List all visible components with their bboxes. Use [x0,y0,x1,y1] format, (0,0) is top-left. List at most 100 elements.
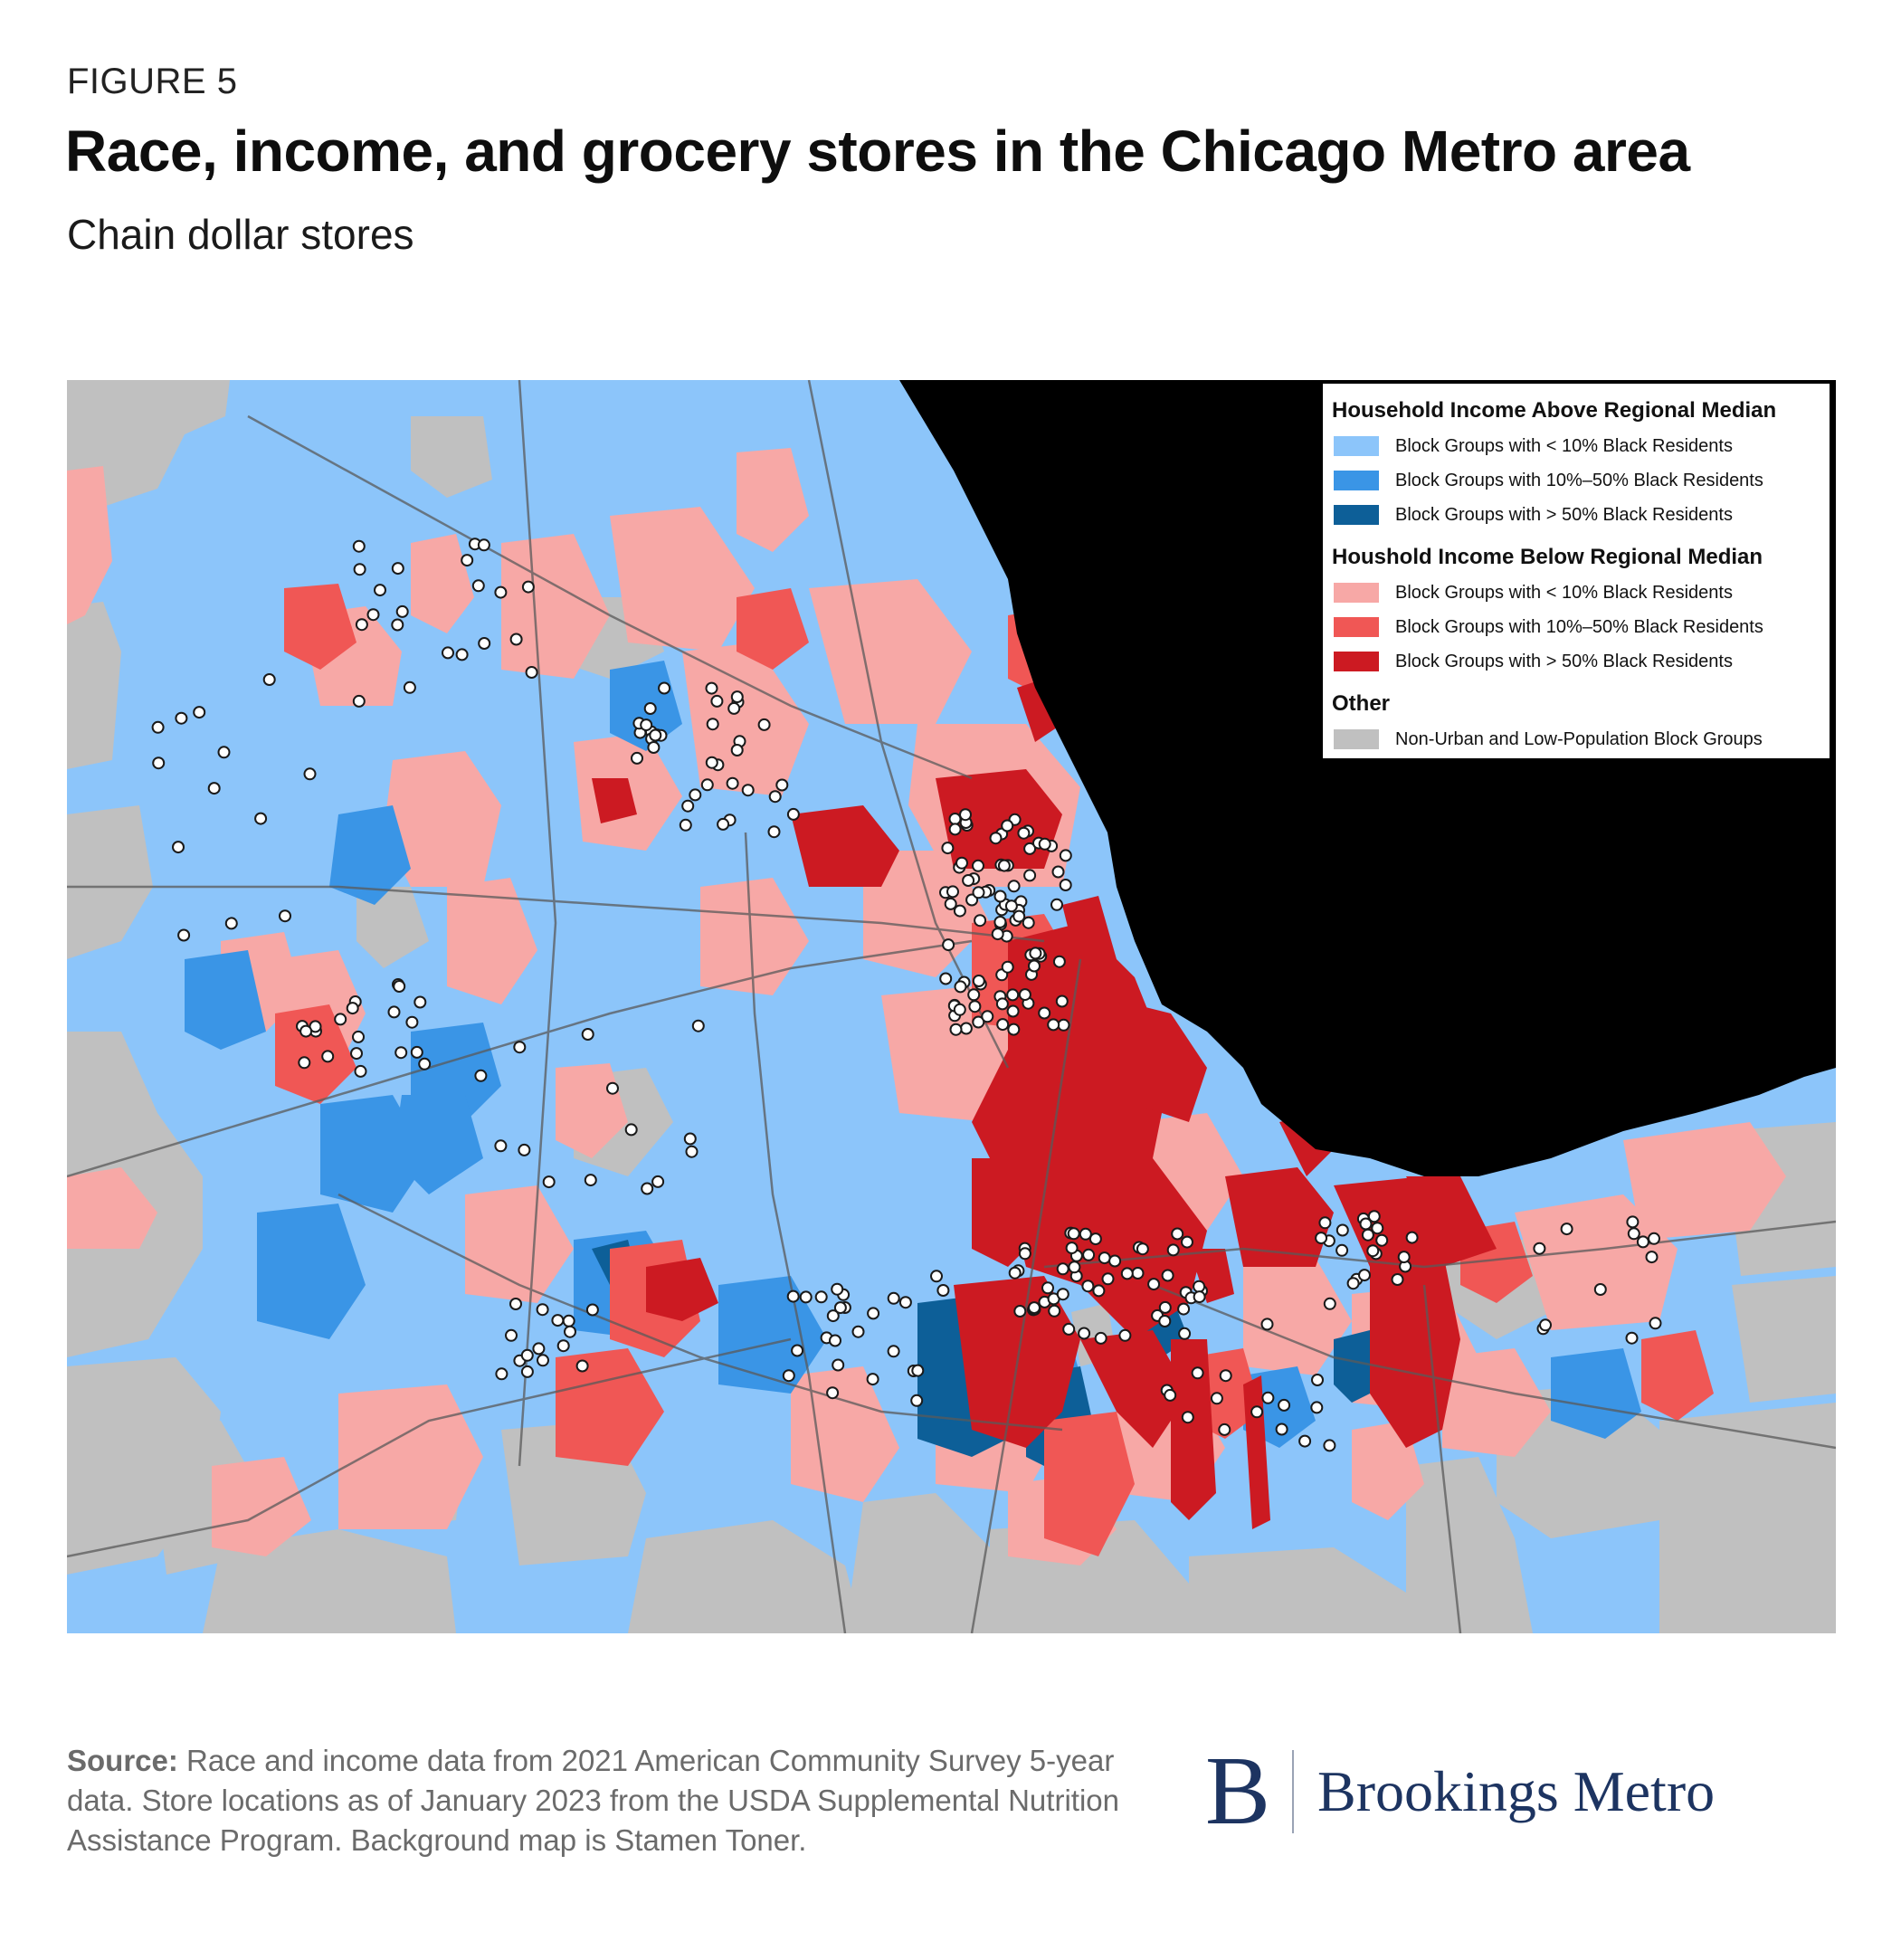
gray-area [845,1493,990,1633]
source-label: Source: [67,1744,178,1777]
legend-label: Non-Urban and Low-Population Block Group… [1395,728,1763,749]
store-marker [949,1023,963,1036]
store-marker [1260,1318,1274,1331]
store-marker [1007,880,1021,893]
store-marker [887,1345,900,1358]
store-marker [410,1045,423,1059]
store-marker [757,718,771,731]
store-marker [477,538,490,552]
store-marker [494,585,508,599]
store-marker [525,666,538,679]
store-marker [1359,1217,1373,1231]
store-marker [1275,1422,1288,1436]
store-marker [520,1348,534,1362]
store-marker [355,618,368,632]
store-marker [584,1174,597,1187]
store-marker [995,997,1009,1011]
store-marker [1361,1228,1374,1242]
store-marker [946,885,959,899]
legend-label: Block Groups with 10%–50% Black Resident… [1395,616,1763,637]
store-marker [1048,1304,1061,1318]
store-marker [1052,955,1066,968]
pink-area [1243,1258,1352,1375]
blue-area [393,1095,483,1194]
road-network [67,380,1836,1633]
gray-area [1406,1457,1533,1633]
store-marker [509,1298,522,1310]
store-marker [1367,1210,1381,1223]
store-marker [1636,1235,1649,1249]
store-marker [1059,879,1072,891]
store-marker [606,1081,619,1095]
legend-swatch [1334,583,1379,603]
store-marker [647,741,661,754]
road [67,885,1045,943]
store-marker [1038,1006,1051,1020]
store-marker [1323,1297,1336,1310]
store-marker [387,1005,401,1019]
store-marker [1062,1322,1076,1336]
road [518,380,557,1467]
store-marker [1056,1288,1069,1301]
store-marker [1022,916,1035,929]
store-marker [1118,1328,1132,1342]
store-marker [624,1123,638,1137]
store-marker [321,1050,335,1063]
store-marker [217,746,231,759]
store-marker [993,916,1007,928]
store-marker [911,1364,925,1377]
store-marker [826,1309,840,1323]
darkred-area [1080,1330,1189,1448]
darkred-area [972,1158,1044,1267]
pink-area [791,1366,899,1502]
store-marker [953,904,966,918]
pink-area [610,507,755,652]
blue-area [718,1276,827,1394]
store-marker [1038,837,1051,851]
store-marker [403,680,416,694]
store-marker [177,928,191,942]
store-marker [974,914,987,928]
store-marker [1318,1216,1332,1230]
store-marker [1001,960,1014,974]
store-marker [1310,1401,1324,1414]
pink-area [212,1457,311,1556]
store-marker [954,980,967,994]
legend-section-below: Houshold Income Below Regional Median Bl… [1332,545,1830,679]
store-marker [1006,1004,1020,1018]
store-marker [1278,1398,1291,1412]
store-marker [471,579,485,593]
legend-item: Non-Urban and Low-Population Block Group… [1332,722,1830,756]
store-marker [1018,1247,1031,1261]
store-marker [455,648,469,661]
store-marker [658,681,671,695]
store-marker [413,995,427,1009]
legend-section-title: Other [1332,691,1391,716]
store-marker [691,1019,705,1032]
darkred-area [1017,679,1062,742]
store-marker [726,776,739,790]
store-marker [727,701,741,715]
store-marker [972,1015,985,1029]
figure-subtitle: Chain dollar stores [67,211,414,258]
store-marker [556,1339,570,1353]
darkred-area [1171,1339,1216,1520]
store-marker [518,1143,531,1156]
store-marker [352,694,366,708]
legend-item: Block Groups with > 50% Black Residents [1332,498,1830,532]
store-marker [350,1047,363,1061]
blue-area [1551,1348,1641,1439]
store-marker [1171,1227,1184,1241]
store-marker [1298,1434,1312,1448]
store-marker [1081,1280,1095,1293]
gray-area [356,887,429,968]
pink-area [338,1384,483,1529]
store-marker [989,832,1003,845]
store-marker [962,874,975,887]
store-marker [395,604,409,618]
store-marker [1047,1018,1060,1032]
red-area [1641,1330,1714,1421]
store-marker [334,1013,347,1026]
store-marker [782,1369,795,1383]
store-marker [972,975,985,987]
